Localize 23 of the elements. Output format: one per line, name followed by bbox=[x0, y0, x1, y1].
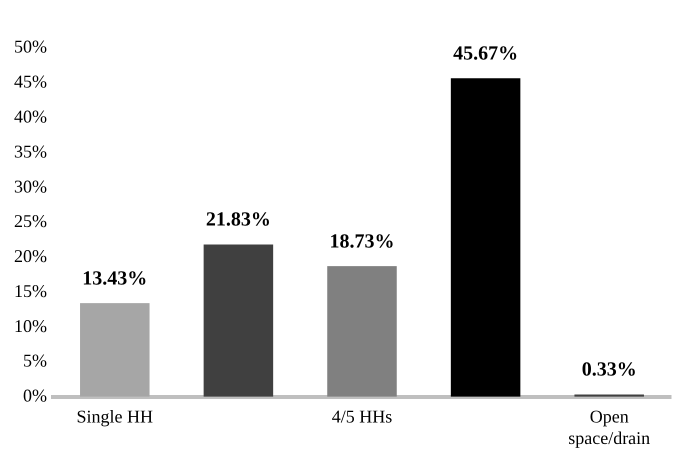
data-label: 21.83% bbox=[206, 208, 271, 231]
y-tick-label: 25% bbox=[14, 211, 47, 232]
bar bbox=[80, 303, 150, 397]
y-tick-label: 45% bbox=[14, 72, 47, 92]
y-tick-label: 10% bbox=[14, 316, 47, 336]
y-tick-label: 0% bbox=[22, 386, 47, 406]
bar bbox=[450, 78, 520, 397]
x-tick-label: Single HH bbox=[76, 406, 154, 426]
bar bbox=[204, 244, 274, 397]
data-label: 13.43% bbox=[82, 267, 148, 290]
data-label: 0.33% bbox=[582, 358, 637, 381]
bar bbox=[327, 266, 397, 397]
y-tick-label: 5% bbox=[22, 350, 47, 371]
y-tick-label: 30% bbox=[14, 176, 47, 196]
y-tick-label: 40% bbox=[14, 106, 47, 126]
y-tick-label: 20% bbox=[14, 246, 47, 266]
x-tick-label: Open space/drain bbox=[568, 406, 650, 448]
x-tick-label: 4/5 HHs bbox=[332, 406, 392, 426]
y-tick-label: 35% bbox=[14, 141, 47, 162]
y-tick-label: 50% bbox=[14, 36, 47, 57]
data-label: 18.73% bbox=[329, 230, 394, 252]
data-label: 45.67% bbox=[453, 42, 518, 64]
y-tick-label: 15% bbox=[14, 280, 47, 301]
